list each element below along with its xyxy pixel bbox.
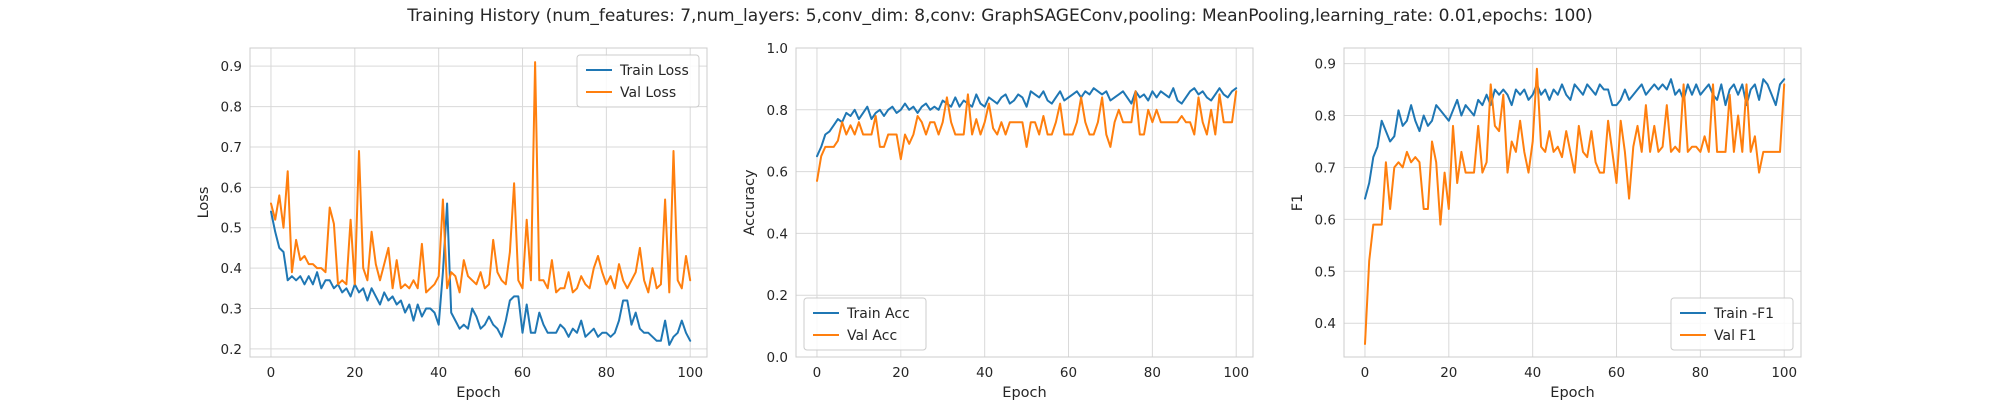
y-tick-label: 0.7 (221, 140, 242, 156)
figure-title: Training History (num_features: 7,num_la… (406, 6, 1592, 26)
legend-label: Train Loss (619, 63, 689, 79)
plot-frame (1343, 47, 1802, 358)
y-tick-label: 0.0 (767, 350, 788, 366)
train-series-line (816, 87, 1238, 158)
legend-box (1670, 297, 1794, 351)
legend-box (803, 297, 927, 351)
x-axis-label: Epoch (456, 385, 500, 400)
x-tick-label: 0 (813, 365, 822, 381)
y-tick-label: 0.4 (221, 261, 242, 277)
x-tick-label: 40 (1524, 365, 1541, 381)
y-tick-label: 0.3 (221, 302, 242, 318)
y-tick-label: 1.0 (767, 41, 788, 57)
legend-box (576, 54, 700, 108)
x-tick-label: 60 (1608, 365, 1625, 381)
legend-label: Val Acc (847, 328, 897, 344)
train-series-line (1364, 78, 1786, 200)
x-tick-label: 60 (514, 365, 531, 381)
x-tick-label: 20 (346, 365, 363, 381)
y-axis-label: Accuracy (742, 169, 758, 236)
x-tick-label: 100 (1771, 365, 1797, 381)
y-tick-label: 0.8 (1315, 109, 1336, 125)
legend-label: Train -F1 (1713, 306, 1774, 322)
x-tick-label: 80 (598, 365, 615, 381)
legend-label: Val Loss (620, 85, 676, 101)
y-tick-label: 0.8 (767, 103, 788, 119)
y-tick-label: 0.4 (767, 226, 788, 242)
x-tick-label: 0 (267, 365, 276, 381)
legend: Train Loss Val Loss (576, 54, 700, 108)
chart-f1: 0 20 40 60 80 100 0.4 0.5 0.6 0.7 0.8 0.9 Epoch F1 Tra… (1290, 47, 1802, 400)
y-axis-label: F1 (1290, 194, 1306, 212)
x-tick-label: 100 (1223, 365, 1249, 381)
y-tick-label: 0.6 (767, 165, 788, 181)
chart-loss: 0 20 40 60 80 100 0.2 0.3 0.4 0.5 0.6 0.7 0.8 0.9 Epoc… (196, 47, 708, 400)
legend-label: Train Acc (846, 306, 910, 322)
y-tick-label: 0.6 (1315, 212, 1336, 228)
y-tick-label: 0.7 (1315, 160, 1336, 176)
y-tick-label: 0.8 (221, 100, 242, 116)
y-tick-label: 0.4 (1315, 316, 1336, 332)
y-tick-label: 0.9 (1315, 57, 1336, 73)
train-series-line (270, 202, 692, 346)
x-tick-label: 20 (1440, 365, 1457, 381)
val-series-line (1364, 67, 1786, 345)
chart-accuracy: 0 20 40 60 80 100 0.0 0.2 0.4 0.6 0.8 1.0 Epoch Accur… (742, 41, 1254, 400)
x-tick-label: 80 (1144, 365, 1161, 381)
y-tick-label: 0.9 (221, 59, 242, 75)
y-tick-label: 0.5 (221, 221, 242, 237)
val-series-line (816, 90, 1238, 182)
legend: Train Acc Val Acc (803, 297, 927, 351)
y-tick-label: 0.2 (767, 288, 788, 304)
y-axis-label: Loss (196, 187, 212, 219)
y-tick-label: 0.6 (221, 180, 242, 196)
x-axis-label: Epoch (1550, 385, 1594, 400)
x-tick-label: 80 (1692, 365, 1709, 381)
x-tick-label: 60 (1060, 365, 1077, 381)
x-tick-label: 20 (892, 365, 909, 381)
x-tick-label: 100 (677, 365, 703, 381)
plot-frame (249, 47, 708, 358)
legend-label: Val F1 (1714, 328, 1756, 344)
y-tick-label: 0.5 (1315, 264, 1336, 280)
x-axis-label: Epoch (1002, 385, 1046, 400)
plot-frame (795, 47, 1254, 358)
val-series-line (270, 61, 692, 294)
x-tick-label: 40 (976, 365, 993, 381)
x-tick-label: 0 (1361, 365, 1370, 381)
x-tick-label: 40 (430, 365, 447, 381)
y-tick-label: 0.2 (221, 342, 242, 358)
legend: Train -F1 Val F1 (1670, 297, 1794, 351)
